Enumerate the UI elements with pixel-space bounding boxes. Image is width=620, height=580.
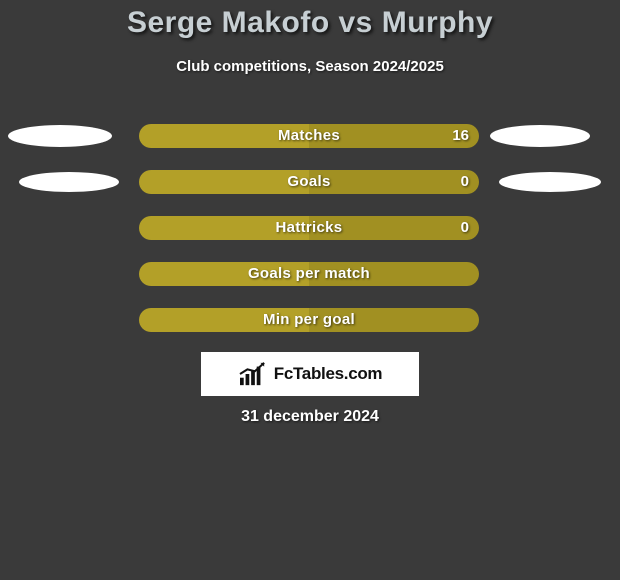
stat-bar-right	[309, 216, 479, 240]
stat-bar: Min per goal	[139, 308, 479, 332]
left-player-ellipse	[19, 172, 119, 192]
stat-row: Matches16	[0, 124, 620, 170]
fctables-link[interactable]: FcTables.com	[201, 352, 419, 396]
stat-bar-right	[309, 308, 479, 332]
stat-row: Goals0	[0, 170, 620, 216]
stat-row: Min per goal	[0, 308, 620, 354]
stat-bar-left	[139, 308, 309, 332]
left-player-ellipse	[8, 125, 112, 147]
stat-row: Goals per match	[0, 262, 620, 308]
stat-bar-left	[139, 262, 309, 286]
stat-bar-left	[139, 124, 309, 148]
stat-row: Hattricks0	[0, 216, 620, 262]
stat-bar-left	[139, 216, 309, 240]
stat-bar: Goals per match	[139, 262, 479, 286]
comparison-infographic: Serge Makofo vs Murphy Club competitions…	[0, 0, 620, 580]
page-subtitle: Club competitions, Season 2024/2025	[0, 58, 620, 75]
right-player-ellipse	[490, 125, 590, 147]
fctables-logo-text: FcTables.com	[274, 364, 383, 384]
stat-bar: Hattricks0	[139, 216, 479, 240]
stat-bar-right	[309, 262, 479, 286]
stat-bar: Goals0	[139, 170, 479, 194]
stat-bar: Matches16	[139, 124, 479, 148]
stat-bar-right	[309, 170, 479, 194]
date-label: 31 december 2024	[0, 408, 620, 426]
stat-bar-left	[139, 170, 309, 194]
fctables-logo-icon	[238, 361, 268, 387]
right-player-ellipse	[499, 172, 601, 192]
stat-rows: Matches16 Goals0 Hattricks0 Goals per match…	[0, 124, 620, 354]
stat-bar-right	[309, 124, 479, 148]
page-title: Serge Makofo vs Murphy	[0, 0, 620, 40]
